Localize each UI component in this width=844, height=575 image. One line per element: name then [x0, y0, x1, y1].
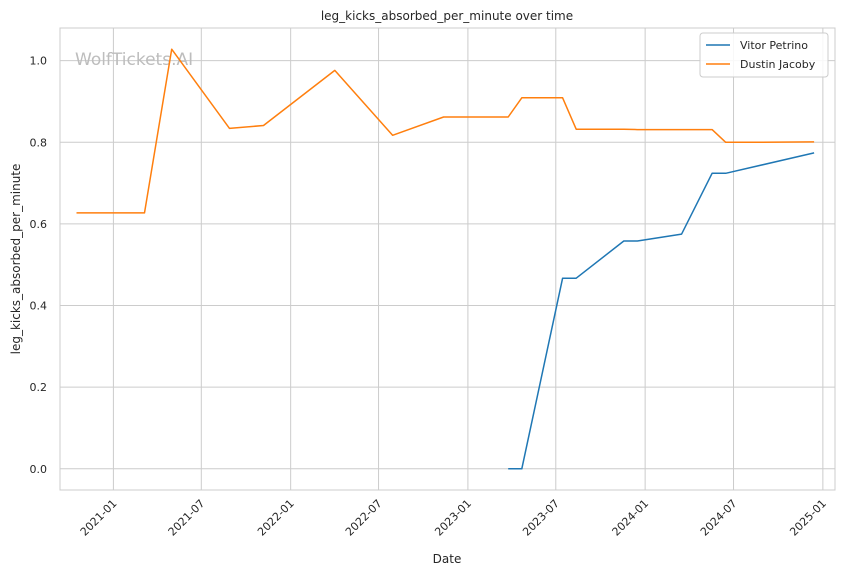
y-tick-label: 0.0 [30, 463, 48, 476]
legend: Vitor Petrino Dustin Jacoby [699, 32, 829, 78]
y-tick-label: 0.8 [30, 136, 48, 149]
x-tick-labels: 2021-01 2021-07 2022-01 2022-07 2023-01 2023-… [78, 497, 829, 539]
y-tick-labels: 0.0 0.2 0.4 0.6 0.8 1.0 [30, 55, 48, 476]
x-tick-label: 2024-07 [698, 497, 740, 539]
x-tick-label: 2022-01 [255, 497, 297, 539]
chart-title: leg_kicks_absorbed_per_minute over time [321, 9, 573, 23]
series-line-2 [76, 48, 815, 214]
x-tick-label: 2024-01 [610, 497, 652, 539]
series-lines [76, 48, 815, 470]
y-tick-label: 0.6 [30, 218, 48, 231]
x-tick-label: 2023-01 [432, 497, 474, 539]
x-tick-label: 2025-01 [787, 497, 829, 539]
x-axis-title: Date [433, 552, 462, 566]
y-axis-title: leg_kicks_absorbed_per_minute [9, 164, 23, 355]
x-tick-label: 2021-01 [78, 497, 120, 539]
watermark: WolfTickets.AI [75, 50, 193, 70]
legend-label-1: Vitor Petrino [740, 39, 808, 52]
y-tick-label: 0.2 [30, 381, 48, 394]
y-tick-label: 1.0 [30, 55, 48, 68]
y-tick-label: 0.4 [30, 300, 48, 313]
series-line-1 [508, 152, 815, 470]
grid [60, 28, 835, 490]
x-tick-label: 2023-07 [520, 497, 562, 539]
x-tick-label: 2022-07 [343, 497, 385, 539]
legend-box [699, 32, 829, 78]
x-tick-label: 2021-07 [166, 497, 208, 539]
plot-frame [59, 27, 836, 491]
legend-label-2: Dustin Jacoby [740, 58, 816, 71]
